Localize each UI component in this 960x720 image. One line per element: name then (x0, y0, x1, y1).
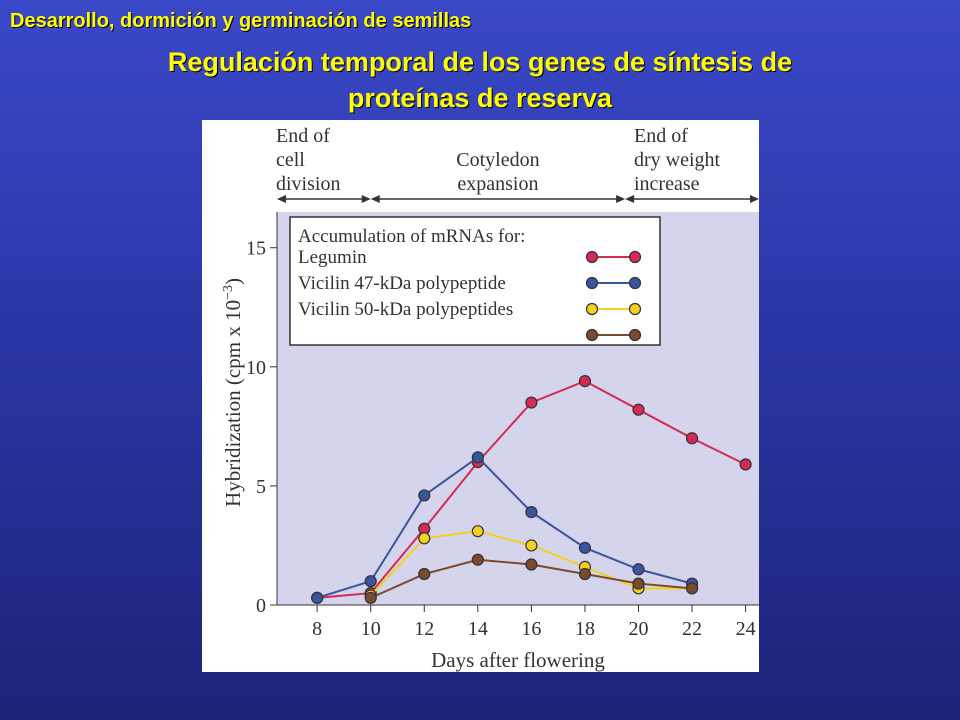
legend-swatch-point (585, 276, 599, 290)
legend-box (289, 216, 661, 346)
data-point (311, 591, 324, 604)
data-point (525, 396, 538, 409)
data-point (632, 577, 645, 590)
data-point (418, 489, 431, 502)
phase-label: division (276, 173, 340, 195)
chart-figure: End of cell division Cotyledon expansion End … (202, 120, 759, 672)
legend-swatch-point (585, 302, 599, 316)
phase-arrow-head-left (625, 195, 635, 203)
y-axis-title: Hybridization (cpm x 10−3) (221, 278, 245, 507)
x-tick-label: 8 (312, 618, 322, 640)
phase-label: cell (276, 149, 305, 171)
data-point (418, 532, 431, 545)
x-tick-label: 10 (361, 618, 381, 640)
data-point (525, 539, 538, 552)
x-tick-label: 24 (736, 618, 756, 640)
legend-label: Vicilin 50-kDa polypeptides (298, 299, 513, 320)
data-point (578, 375, 592, 388)
legend-label: Vicilin 47-kDa polypeptide (298, 273, 506, 294)
data-point (471, 451, 484, 464)
slide-title: Regulación temporal de los genes de sínt… (0, 44, 960, 116)
y-tick-label: 0 (256, 595, 266, 617)
phase-arrow-head-right (616, 195, 626, 203)
legend-title: Accumulation of mRNAs for: (298, 226, 525, 247)
legend-swatch-point (628, 250, 642, 264)
legend-swatch-point (628, 328, 642, 342)
data-point (525, 506, 538, 519)
data-point (364, 575, 377, 588)
data-point (632, 563, 645, 576)
slide-title-line2: proteínas de reserva (347, 83, 613, 113)
phase-label: End of (634, 125, 688, 147)
phase-label: dry weight (634, 149, 721, 171)
x-tick-label: 20 (629, 618, 649, 640)
data-point (471, 525, 484, 538)
y-tick-label: 5 (256, 476, 266, 498)
slide-title-line1: Regulación temporal de los genes de sínt… (167, 47, 793, 77)
phase-arrow-head-right (361, 195, 371, 203)
data-point (525, 558, 538, 571)
legend-swatch-point (628, 302, 642, 316)
data-point (685, 582, 699, 595)
x-tick-label: 16 (521, 618, 541, 640)
data-point (632, 403, 645, 416)
data-point (418, 567, 431, 581)
data-point (578, 567, 592, 581)
phase-label: Cotyledon (456, 149, 539, 171)
x-tick-label: 18 (575, 618, 595, 640)
chart-svg: End ofcelldivisionCotyledonexpansionEnd … (221, 125, 759, 672)
x-tick-label: 14 (468, 618, 488, 640)
legend-label: Legumin (298, 247, 367, 268)
phase-arrow-head-right (750, 195, 759, 203)
phase-label: expansion (457, 173, 538, 195)
x-axis-title: Days after flowering (431, 648, 605, 672)
y-tick-label: 10 (246, 357, 266, 379)
phase-arrow-head-left (370, 195, 380, 203)
x-tick-label: 12 (414, 618, 434, 640)
data-point (739, 458, 752, 471)
phase-label: increase (634, 173, 700, 195)
data-point (471, 553, 484, 566)
x-tick-label: 22 (682, 618, 702, 640)
y-tick-label: 15 (246, 238, 266, 260)
legend-swatch-point (628, 276, 642, 290)
slide-subtitle: Desarrollo, dormición y germinación de s… (10, 10, 472, 32)
phase-arrow-head-left (277, 195, 286, 203)
data-point (364, 591, 377, 604)
phase-label: End of (276, 125, 330, 147)
legend-swatch-point (585, 328, 599, 342)
data-point (685, 432, 699, 445)
series-line (316, 456, 693, 599)
data-point (578, 541, 592, 554)
legend-swatch-point (585, 250, 599, 264)
